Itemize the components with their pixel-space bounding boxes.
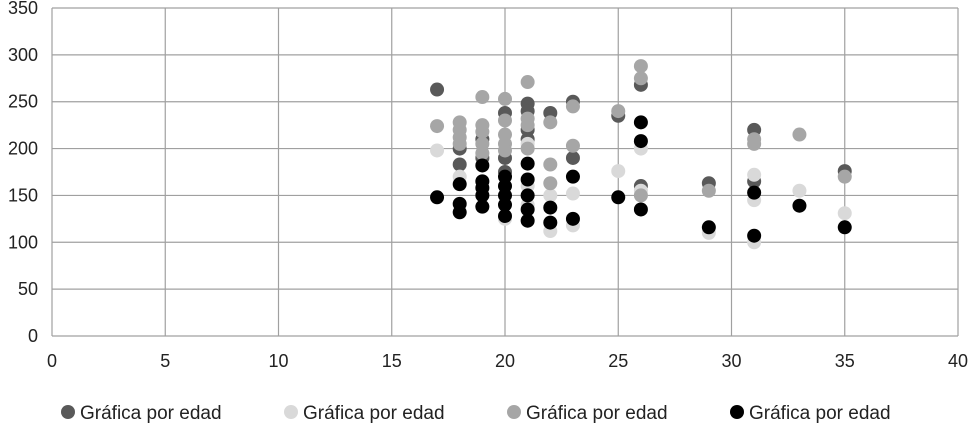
series-3 [430,59,852,203]
y-tick-label: 250 [8,92,38,112]
data-point [633,115,648,130]
data-point [430,190,445,205]
data-point [452,177,467,192]
data-point [430,82,445,97]
data-point [747,167,762,182]
data-point [633,188,648,203]
data-point [475,146,490,161]
data-point [520,188,535,203]
x-tick-label: 15 [382,351,402,371]
y-tick-label: 100 [8,232,38,252]
data-point [430,119,445,134]
y-tick-label: 50 [18,279,38,299]
x-tick-label: 40 [948,351,968,371]
data-point [520,213,535,228]
x-tick-label: 5 [160,351,170,371]
legend-marker [61,405,75,419]
legend-marker [284,405,298,419]
legend-item: Gráfica por edad [507,403,668,424]
x-tick-label: 10 [268,351,288,371]
y-axis-ticks: 0 50 100 150 200 250 300 350 [8,0,38,346]
data-point [543,188,558,203]
y-tick-label: 350 [8,0,38,18]
data-point [747,136,762,151]
data-point [837,169,852,184]
data-point [543,200,558,215]
data-point [611,104,626,119]
data-point [565,99,580,114]
legend-label: Gráfica por edad [526,403,668,424]
data-point [543,176,558,191]
data-point [565,138,580,153]
data-point [520,172,535,187]
data-point [498,113,512,128]
data-points [430,59,852,250]
data-point [792,127,807,142]
data-point [565,150,580,165]
data-point [543,157,558,172]
y-tick-label: 300 [8,45,38,65]
legend-label: Gráfica por edad [749,403,891,424]
data-point [792,183,807,198]
data-point [520,118,535,133]
data-point [543,215,558,230]
data-point [498,91,512,106]
data-point [520,141,535,156]
x-tick-label: 35 [835,351,855,371]
legend-label: Gráfica por edad [80,403,222,424]
data-point [565,186,580,201]
legend: Gráfica por edad Gráfica por edad Gráfica … [61,403,891,424]
y-tick-label: 0 [28,326,38,346]
data-point [498,197,512,212]
data-point [747,228,762,243]
legend-label: Gráfica por edad [303,403,445,424]
data-point [633,134,648,149]
data-point [475,90,490,105]
data-point [611,164,626,179]
data-point [475,199,490,214]
data-point [611,190,626,205]
data-point [837,206,852,221]
data-point [498,143,512,158]
x-tick-label: 20 [495,351,515,371]
data-point [837,220,852,235]
series-4 [430,115,852,243]
x-tick-label: 0 [47,351,57,371]
legend-marker [730,405,744,419]
data-point [452,157,467,172]
data-point [633,202,648,217]
legend-marker [507,405,521,419]
data-point [701,220,716,235]
data-point [475,188,490,203]
data-point [430,143,445,158]
y-tick-label: 150 [8,185,38,205]
legend-item: Gráfica por edad [61,403,222,424]
data-point [565,211,580,226]
x-tick-label: 25 [608,351,628,371]
data-point [633,59,648,74]
data-point [747,185,762,200]
data-point [475,158,490,173]
data-point [633,71,648,86]
data-point [520,156,535,171]
data-point [475,124,490,139]
legend-item: Gráfica por edad [730,403,891,424]
data-point [520,202,535,217]
data-point [452,205,467,220]
x-tick-label: 30 [721,351,741,371]
data-point [701,183,716,198]
y-tick-label: 200 [8,139,38,159]
data-point [792,198,807,213]
data-point [565,169,580,184]
data-point [543,115,558,130]
legend-item: Gráfica por edad [284,403,445,424]
data-point [498,209,512,224]
data-point [452,136,467,151]
data-point [520,75,535,90]
x-axis-ticks: 0 5 10 15 20 25 30 35 40 [47,351,968,371]
